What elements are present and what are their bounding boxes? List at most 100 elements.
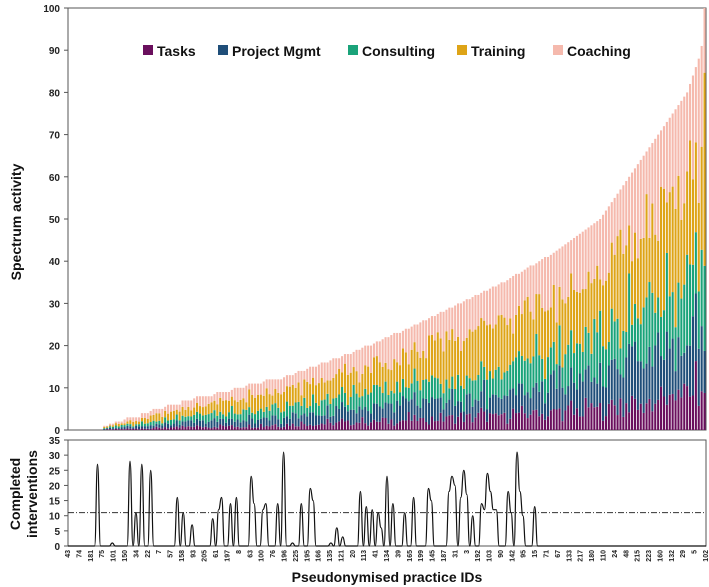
bar-segment-tasks bbox=[381, 417, 384, 430]
bar-segment-coaching bbox=[306, 368, 309, 382]
bar-segment-tasks bbox=[268, 426, 271, 430]
bar-segment-project-mgmt bbox=[645, 363, 648, 404]
bar-segment-tasks bbox=[227, 425, 230, 430]
bar-segment-project-mgmt bbox=[291, 412, 294, 424]
y-tick-label: 70 bbox=[49, 131, 61, 142]
bar-segment-tasks bbox=[607, 403, 610, 430]
x-tick-label: 8 bbox=[236, 550, 243, 554]
bar-segment-tasks bbox=[645, 403, 648, 430]
bar-segment-training bbox=[393, 359, 396, 394]
bar-segment-coaching bbox=[361, 347, 364, 374]
bar-segment-consulting bbox=[564, 354, 567, 395]
bar-segment-consulting bbox=[544, 378, 547, 404]
bar-segment-project-mgmt bbox=[468, 393, 471, 414]
bar-segment-training bbox=[227, 400, 230, 413]
bar-segment-coaching bbox=[355, 349, 358, 372]
bar-segment-training bbox=[642, 237, 645, 308]
x-tick-label: 31 bbox=[452, 550, 459, 558]
bar-segment-coaching bbox=[662, 126, 665, 189]
bar-segment-coaching bbox=[538, 261, 541, 295]
y-tick-label: 60 bbox=[49, 173, 61, 184]
bar-segment-project-mgmt bbox=[590, 381, 593, 404]
bar-segment-training bbox=[546, 310, 549, 358]
legend-label-consulting: Consulting bbox=[362, 43, 435, 59]
bar-segment-training bbox=[175, 409, 178, 415]
bar-segment-coaching bbox=[248, 383, 251, 390]
bar-segment-project-mgmt bbox=[596, 383, 599, 407]
bar-segment-training bbox=[526, 296, 529, 359]
bar-segment-tasks bbox=[416, 420, 419, 430]
bar-segment-tasks bbox=[254, 427, 257, 430]
bar-segment-tasks bbox=[399, 421, 402, 430]
bar-segment-training bbox=[346, 374, 349, 406]
x-tick-label: 67 bbox=[555, 550, 562, 558]
bar-segment-coaching bbox=[178, 404, 181, 412]
x-tick-label: 95 bbox=[521, 550, 528, 558]
bar-segment-project-mgmt bbox=[570, 367, 573, 401]
bar-segment-consulting bbox=[239, 414, 242, 423]
bar-segment-tasks bbox=[213, 426, 216, 430]
bar-segment-consulting bbox=[680, 298, 683, 356]
bar-segment-training bbox=[422, 350, 425, 380]
bar-segment-consulting bbox=[271, 404, 274, 416]
bar-segment-project-mgmt bbox=[120, 427, 123, 430]
bar-segment-consulting bbox=[335, 397, 338, 407]
bar-segment-coaching bbox=[407, 328, 410, 365]
bar-segment-project-mgmt bbox=[677, 337, 680, 390]
bar-segment-project-mgmt bbox=[474, 399, 477, 418]
bar-segment-coaching bbox=[575, 235, 578, 292]
bar-segment-project-mgmt bbox=[396, 400, 399, 424]
bar-segment-project-mgmt bbox=[294, 413, 297, 427]
bar-segment-project-mgmt bbox=[346, 411, 349, 421]
bar-segment-project-mgmt bbox=[404, 398, 407, 421]
bar-segment-project-mgmt bbox=[622, 377, 625, 417]
bar-segment-project-mgmt bbox=[662, 359, 665, 397]
bar-segment-tasks bbox=[314, 425, 317, 430]
bar-segment-training bbox=[703, 72, 706, 266]
bar-segment-project-mgmt bbox=[149, 425, 152, 429]
bar-segment-training bbox=[488, 324, 491, 372]
bar-segment-tasks bbox=[338, 421, 341, 430]
bar-segment-project-mgmt bbox=[428, 402, 431, 425]
bar-segment-consulting bbox=[297, 401, 300, 419]
bar-segment-consulting bbox=[393, 393, 396, 413]
bar-segment-training bbox=[465, 337, 468, 376]
legend-label-coaching: Coaching bbox=[567, 43, 631, 59]
bar-segment-training bbox=[268, 394, 271, 411]
bar-segment-training bbox=[300, 395, 303, 406]
x-tick-label: 24 bbox=[612, 550, 619, 558]
x-tick-label: 57 bbox=[168, 550, 175, 558]
bar-segment-coaching bbox=[694, 67, 697, 143]
bar-segment-consulting bbox=[346, 405, 349, 412]
bar-segment-consulting bbox=[668, 296, 671, 349]
bar-segment-project-mgmt bbox=[271, 415, 274, 426]
bar-segment-training bbox=[657, 240, 660, 298]
bar-segment-project-mgmt bbox=[254, 423, 257, 428]
bar-segment-tasks bbox=[503, 412, 506, 430]
bar-segment-tasks bbox=[430, 416, 433, 430]
bar-segment-consulting bbox=[251, 412, 254, 419]
bar-segment-tasks bbox=[233, 427, 236, 430]
bar-segment-consulting bbox=[375, 385, 378, 404]
x-tick-label: 180 bbox=[589, 550, 596, 562]
bar-segment-project-mgmt bbox=[541, 381, 544, 414]
bar-segment-consulting bbox=[230, 405, 233, 419]
bar-segment-consulting bbox=[126, 423, 129, 426]
bar-segment-coaching bbox=[254, 383, 257, 398]
bar-segment-tasks bbox=[436, 420, 439, 430]
bar-segment-tasks bbox=[526, 418, 529, 430]
bar-segment-coaching bbox=[213, 394, 216, 401]
bar-segment-training bbox=[236, 401, 239, 415]
bar-segment-project-mgmt bbox=[306, 416, 309, 426]
bar-segment-project-mgmt bbox=[161, 425, 164, 429]
bar-segment-training bbox=[169, 411, 172, 421]
bar-segment-training bbox=[631, 261, 634, 325]
bar-segment-project-mgmt bbox=[555, 388, 558, 410]
bar-segment-consulting bbox=[323, 399, 326, 416]
bar-segment-training bbox=[523, 300, 526, 361]
x-tick-label: 135 bbox=[327, 550, 334, 562]
bar-segment-coaching bbox=[422, 320, 425, 351]
bar-segment-project-mgmt bbox=[433, 398, 436, 422]
bar-segment-tasks bbox=[404, 420, 407, 430]
bar-segment-consulting bbox=[471, 380, 474, 407]
